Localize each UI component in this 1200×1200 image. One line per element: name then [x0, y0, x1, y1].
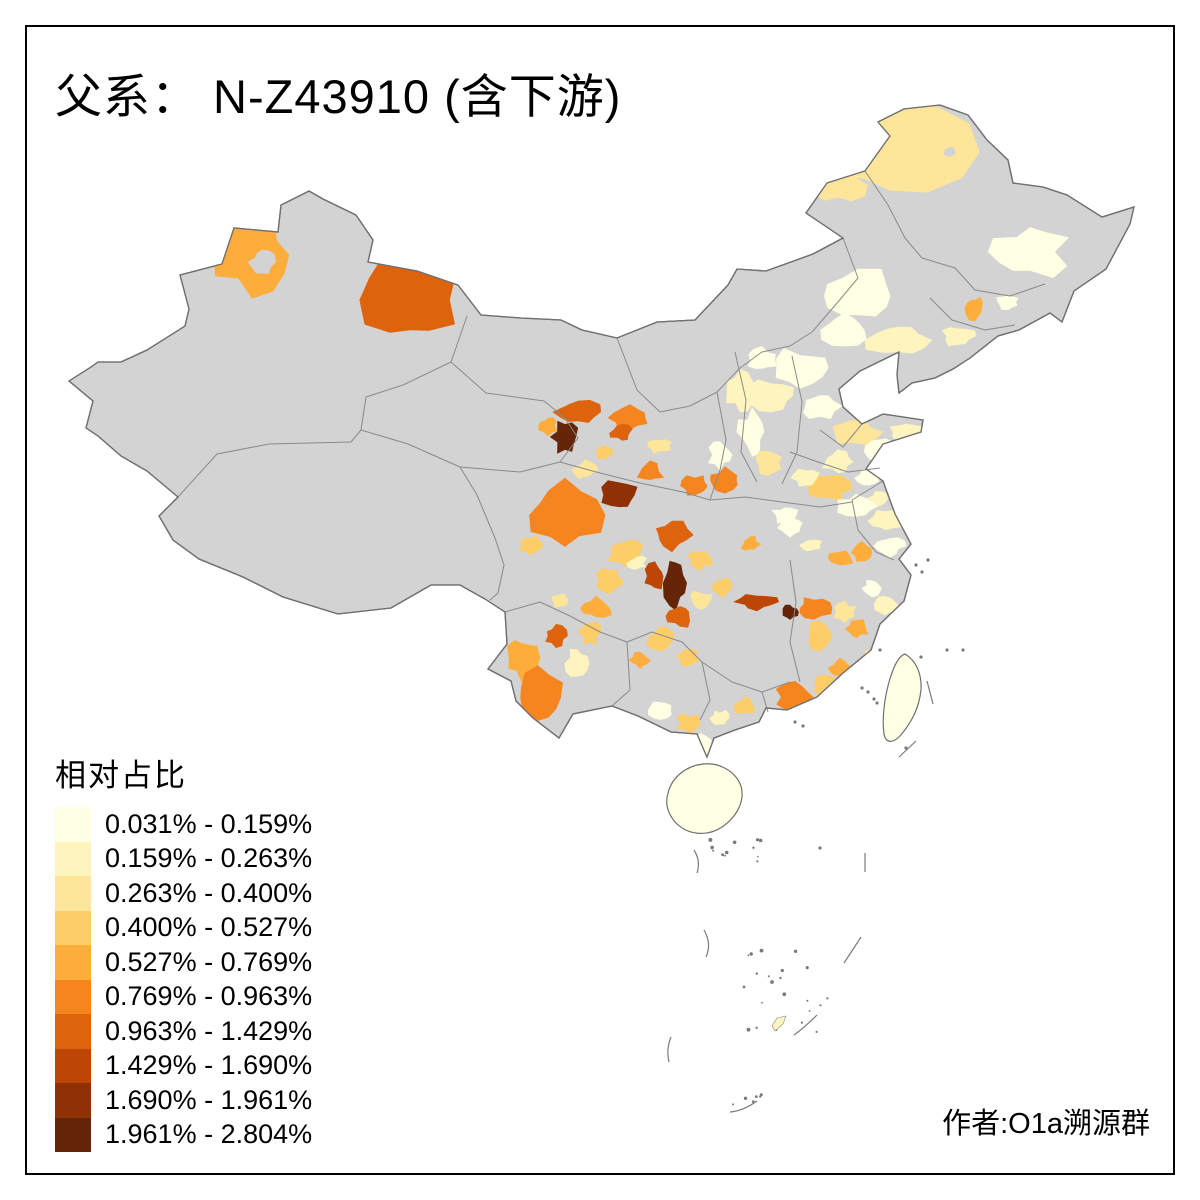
legend-item: 1.429% - 1.690%: [55, 1048, 313, 1083]
legend-swatch: [55, 910, 91, 945]
legend-swatch: [55, 1014, 91, 1049]
legend-swatch: [55, 1083, 91, 1118]
legend-item: 0.527% - 0.769%: [55, 945, 312, 980]
legend-label: 0.963% - 1.429%: [105, 1015, 313, 1046]
legend-item: 0.031% - 0.159%: [55, 807, 312, 842]
legend-item: 0.963% - 1.429%: [55, 1014, 312, 1049]
legend-label: 1.961% - 2.804%: [105, 1119, 313, 1150]
legend-label: 0.159% - 0.263%: [105, 843, 313, 874]
legend-label: 0.527% - 0.769%: [105, 946, 313, 977]
legend-item: 0.263% - 0.400%: [55, 876, 312, 911]
china-mainland-shape: [67, 104, 1135, 759]
legend-item: 1.690% - 1.961%: [55, 1083, 312, 1118]
legend-swatch: [55, 1117, 91, 1152]
legend-item: 0.400% - 0.527%: [55, 910, 313, 945]
legend-item: 1.961% - 2.804%: [55, 1117, 313, 1152]
hainan-island: [666, 763, 743, 834]
legend-label: 0.263% - 0.400%: [105, 877, 313, 908]
china-border-outline: [67, 104, 1135, 759]
taiwan-island: [882, 653, 922, 742]
legend-title: 相对占比: [55, 758, 187, 793]
legend-label: 1.429% - 1.690%: [105, 1050, 313, 1081]
legend-swatch: [55, 841, 91, 876]
province-borders: [177, 170, 1046, 721]
legend-swatch: [55, 945, 91, 980]
map-legend: 相对占比 0.031% - 0.159% 0.159% - 0.263% 0.2…: [55, 750, 312, 1152]
attribution-text: 作者:O1a溯源群: [942, 1108, 1150, 1140]
legend-item: 0.769% - 0.963%: [55, 979, 313, 1014]
page-title: 父系： N-Z43910 (含下游): [55, 70, 622, 123]
legend-item: 0.159% - 0.263%: [55, 841, 313, 876]
legend-label: 1.690% - 1.961%: [105, 1084, 313, 1115]
legend-swatch: [55, 876, 91, 911]
legend-swatch: [55, 979, 91, 1014]
legend-label: 0.400% - 0.527%: [105, 912, 313, 943]
legend-label: 0.031% - 0.159%: [105, 808, 313, 839]
prefecture-patches: [213, 105, 1069, 757]
legend-swatch: [55, 1048, 91, 1083]
legend-label: 0.769% - 0.963%: [105, 981, 313, 1012]
legend-swatch: [55, 807, 91, 842]
south-china-sea-islands: [667, 558, 965, 1113]
